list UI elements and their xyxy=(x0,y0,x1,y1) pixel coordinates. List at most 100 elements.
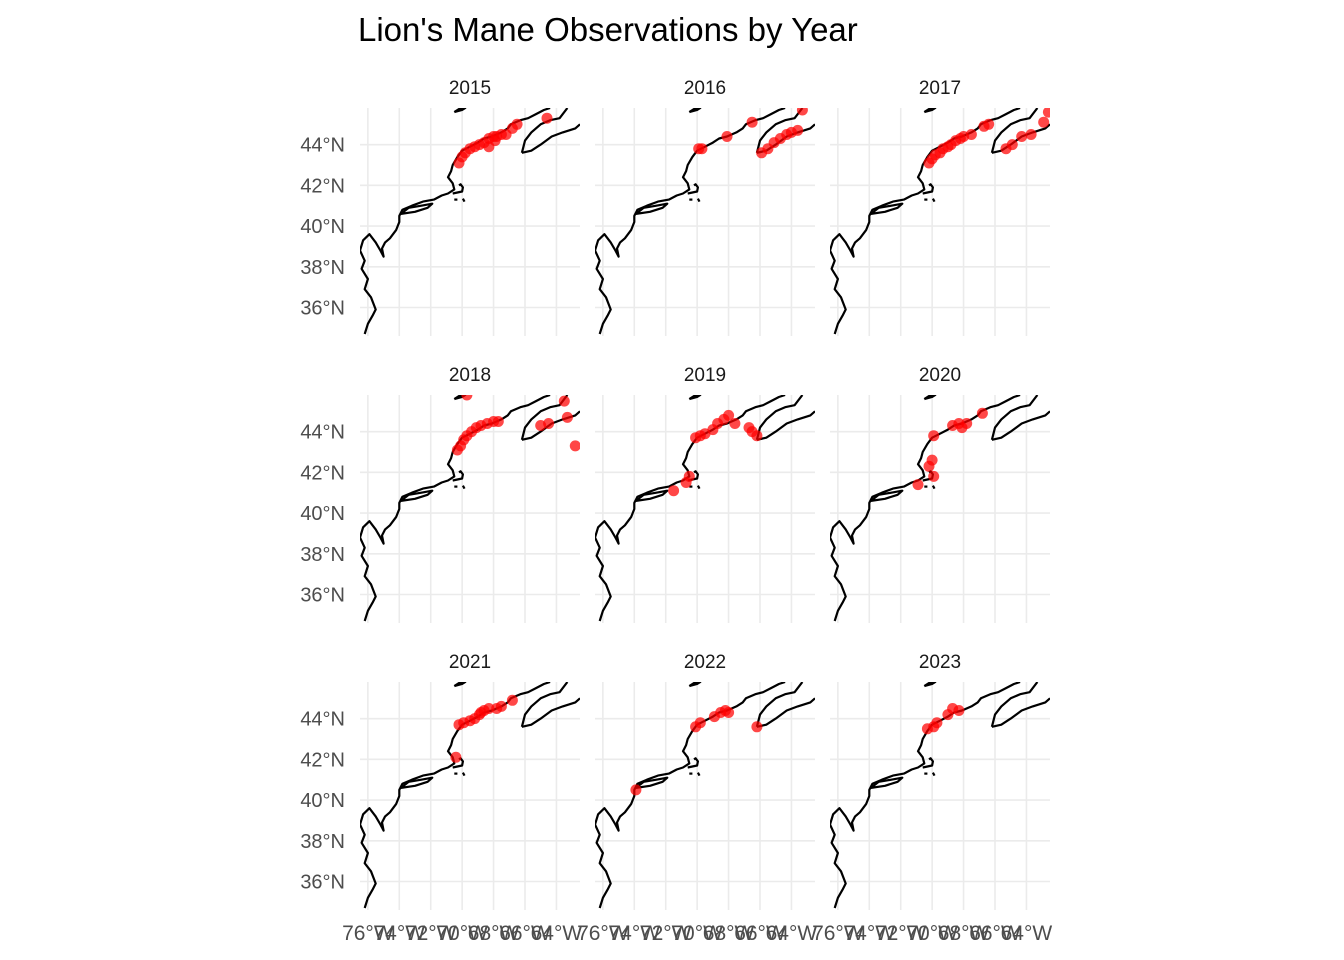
observation-point xyxy=(450,751,462,763)
coastline xyxy=(461,485,466,490)
coastline xyxy=(931,198,936,203)
coastline xyxy=(461,198,466,203)
x-tick-label: 64°W xyxy=(1001,922,1053,945)
coastline xyxy=(923,682,937,688)
x-tick-label: 64°W xyxy=(766,922,818,945)
coastline xyxy=(830,395,1021,622)
coastline xyxy=(991,410,1050,441)
observation-point xyxy=(792,124,804,136)
observation-point xyxy=(1006,139,1018,151)
observation-point xyxy=(723,409,735,421)
coastline xyxy=(687,183,699,195)
observation-point xyxy=(953,705,965,716)
chart-title: Lion's Mane Observations by Year xyxy=(358,11,858,48)
facet-panel-2015: 2015 36°N 38°N 40°N 42°N 44°N xyxy=(300,78,580,336)
facet-label: 2018 xyxy=(449,365,491,386)
facet-panel-2017: 2017 xyxy=(830,78,1050,336)
observation-point xyxy=(561,411,573,423)
coastline xyxy=(990,108,1039,154)
coastline xyxy=(931,772,936,777)
observation-point xyxy=(928,470,940,482)
facet-panel-2020: 2020 xyxy=(830,365,1050,623)
observation-point xyxy=(668,485,680,497)
observation-point xyxy=(495,700,507,712)
y-tick-label: 36°N xyxy=(300,872,345,894)
x-tick-label: 76°W xyxy=(577,922,629,945)
x-tick-label: 74°W xyxy=(608,922,660,945)
coastline xyxy=(688,108,702,114)
x-tick-label: 74°W xyxy=(843,922,895,945)
coastline xyxy=(990,395,1039,441)
facet-panel-2018: 2018 36°N 38°N 40°N 42°N 44°N xyxy=(300,365,580,623)
coastline xyxy=(521,123,580,154)
coastline xyxy=(922,757,934,769)
facet-label: 2017 xyxy=(919,78,961,99)
x-tick-label: 70°W xyxy=(671,922,723,945)
coastline xyxy=(635,776,669,789)
facet-label: 2015 xyxy=(449,78,491,99)
x-tick-label: 68°W xyxy=(468,922,520,945)
x-tick-label: 72°W xyxy=(405,922,457,945)
coastline xyxy=(595,108,786,335)
x-tick-label: 70°W xyxy=(906,922,958,945)
observation-point xyxy=(1038,116,1050,128)
x-tick-label: 70°W xyxy=(436,922,488,945)
coastline xyxy=(688,682,702,688)
facet-label: 2023 xyxy=(919,652,961,673)
y-tick-label: 36°N xyxy=(300,298,345,320)
coastline xyxy=(991,697,1050,728)
facet-panel-2022: 2022 76°W74°W72°W70°W68°W66°W64°W xyxy=(577,652,817,945)
coastline xyxy=(520,108,569,154)
coastline xyxy=(696,485,701,490)
facet-label: 2022 xyxy=(684,652,726,673)
coastline xyxy=(635,489,669,502)
coastline xyxy=(521,697,580,728)
observation-point xyxy=(976,407,988,419)
coastline xyxy=(400,202,434,215)
observation-point xyxy=(926,454,938,466)
x-tick-label: 76°W xyxy=(812,922,864,945)
y-tick-label: 44°N xyxy=(300,422,345,444)
observation-point xyxy=(1025,129,1037,140)
coastline xyxy=(870,202,904,215)
x-tick-label: 68°W xyxy=(938,922,990,945)
facet-label: 2020 xyxy=(919,365,961,386)
coastline xyxy=(452,183,464,195)
x-tick-label: 66°W xyxy=(499,922,551,945)
observation-point xyxy=(511,118,523,130)
observation-point xyxy=(696,143,708,155)
facet-panel-2016: 2016 xyxy=(595,78,815,336)
coastline xyxy=(755,682,804,728)
x-tick-label: 72°W xyxy=(875,922,927,945)
x-tick-label: 66°W xyxy=(969,922,1021,945)
y-tick-label: 38°N xyxy=(300,544,345,566)
observation-point xyxy=(630,784,642,796)
coastline xyxy=(870,776,904,789)
observation-point xyxy=(489,135,501,147)
facet-panel-2019: 2019 xyxy=(595,365,815,623)
coastline xyxy=(520,395,569,441)
coastline xyxy=(360,682,551,909)
observation-point xyxy=(721,131,733,142)
coastline xyxy=(923,108,937,114)
x-tick-label: 68°W xyxy=(703,922,755,945)
coastline xyxy=(360,395,551,622)
y-tick-label: 42°N xyxy=(300,462,345,484)
observation-point xyxy=(983,118,995,130)
coastline xyxy=(687,757,699,769)
observation-point xyxy=(746,116,758,128)
coastline xyxy=(990,682,1039,728)
observation-point xyxy=(475,707,487,718)
observation-point xyxy=(729,418,741,429)
observation-point xyxy=(928,430,940,442)
y-tick-label: 44°N xyxy=(300,709,345,731)
observation-point xyxy=(694,717,706,729)
coastline xyxy=(520,682,569,728)
observation-point xyxy=(683,470,695,482)
y-tick-label: 38°N xyxy=(300,831,345,853)
facet-panel-2021: 2021 36°N 38°N 40°N 42°N 44°N 76°W74°W72°W70°W… xyxy=(300,652,582,945)
coastline xyxy=(755,108,804,154)
observation-point xyxy=(931,717,943,729)
y-tick-label: 40°N xyxy=(300,216,345,238)
